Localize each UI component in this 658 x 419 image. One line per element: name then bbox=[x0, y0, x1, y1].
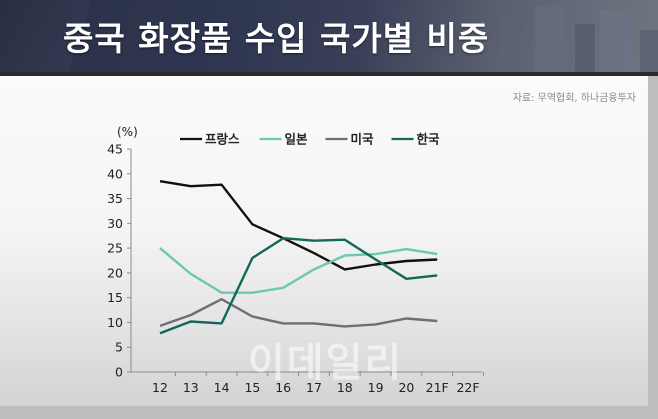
source-note: 자료: 무역협회, 하나금융투자 bbox=[512, 93, 636, 104]
header-banner: 중국 화장품 수입 국가별 비중 bbox=[0, 0, 658, 72]
x-tick-label: 13 bbox=[183, 380, 199, 395]
x-tick-label: 16 bbox=[275, 380, 291, 395]
y-tick-label: 20 bbox=[107, 265, 123, 280]
legend-label: 미국 bbox=[351, 132, 375, 147]
legend-item: 한국 bbox=[391, 132, 441, 147]
y-tick-label: 0 bbox=[115, 365, 123, 380]
cityscape-decoration bbox=[575, 24, 595, 72]
y-tick-label: 15 bbox=[107, 290, 123, 305]
x-tick-label: 18 bbox=[337, 380, 353, 395]
legend-item: 미국 bbox=[325, 132, 375, 147]
y-tick-label: 30 bbox=[107, 216, 123, 231]
legend-item: 일본 bbox=[259, 132, 309, 147]
series-line-프랑스 bbox=[159, 180, 438, 271]
cityscape-decoration bbox=[500, 18, 522, 72]
cityscape-decoration bbox=[535, 6, 565, 72]
cityscape-decoration bbox=[640, 30, 658, 72]
series-line-일본 bbox=[159, 247, 438, 294]
page-title: 중국 화장품 수입 국가별 비중 bbox=[63, 19, 490, 58]
x-tick-label: 12 bbox=[152, 380, 168, 395]
legend-label: 프랑스 bbox=[205, 132, 240, 147]
banner-divider bbox=[0, 72, 658, 76]
y-tick-label: 5 bbox=[115, 340, 123, 355]
x-tick-label: 20 bbox=[398, 380, 414, 395]
series-line-한국 bbox=[159, 236, 438, 335]
x-tick-label: 22F bbox=[456, 380, 479, 395]
y-tick-label: 10 bbox=[107, 315, 123, 330]
x-tick-label: 19 bbox=[368, 380, 384, 395]
x-tick-label: 15 bbox=[244, 380, 260, 395]
cityscape-decoration bbox=[600, 10, 634, 72]
y-tick-label: 35 bbox=[107, 191, 123, 206]
line-chart: 0 5 10 15 20 25 30 35 40 45 (%) 12 13 14 15 16 17 18 19 20 2… bbox=[107, 125, 484, 395]
legend-label: 일본 bbox=[285, 132, 309, 147]
series-line-미국 bbox=[159, 297, 438, 328]
legend-item: 프랑스 bbox=[180, 132, 240, 147]
x-tick-label: 14 bbox=[214, 380, 230, 395]
x-tick-label: 21F bbox=[426, 380, 449, 395]
chart-panel: 자료: 무역협회, 하나금융투자 0 5 10 15 20 25 30 35 40 45 (%) 12… bbox=[0, 76, 648, 406]
y-axis-label: (%) bbox=[117, 125, 138, 139]
legend-label: 한국 bbox=[417, 132, 441, 147]
y-tick-label: 45 bbox=[107, 142, 123, 157]
y-tick-label: 25 bbox=[107, 241, 123, 256]
y-tick-label: 40 bbox=[107, 166, 123, 181]
x-tick-label: 17 bbox=[306, 380, 322, 395]
